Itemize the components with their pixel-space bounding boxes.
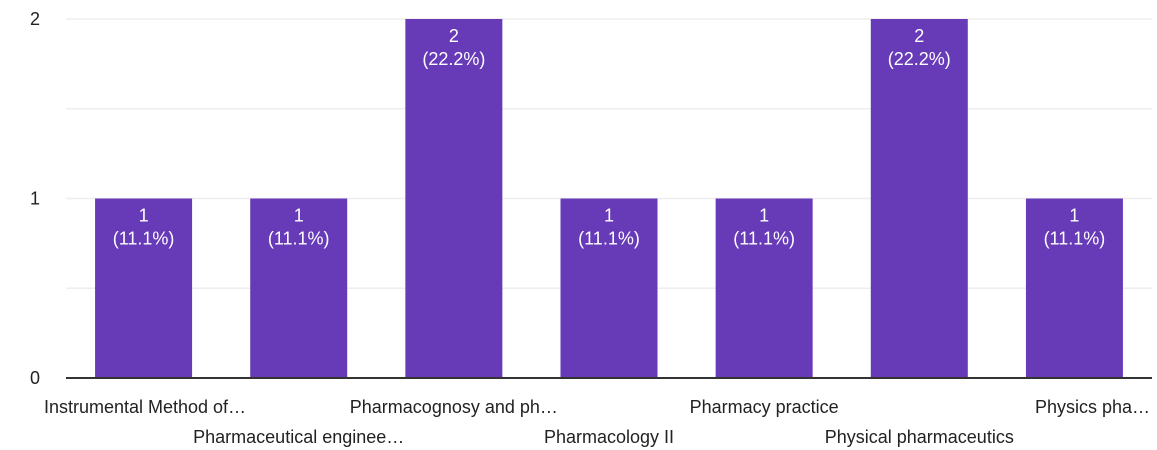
bar <box>560 198 658 378</box>
data-label: 1 <box>759 206 769 226</box>
x-tick-label: Physics pha… <box>1035 397 1150 417</box>
data-label: (22.2%) <box>422 49 485 69</box>
bar <box>405 19 503 378</box>
data-label: (11.1%) <box>733 229 795 249</box>
x-tick-label: Instrumental Method of… <box>44 397 246 417</box>
y-tick-label: 2 <box>30 9 40 29</box>
y-tick-label: 0 <box>30 368 40 388</box>
bar <box>250 198 348 378</box>
bars <box>95 19 1123 378</box>
data-label: 1 <box>604 206 614 226</box>
x-tick-label: Physical pharmaceutics <box>825 427 1014 447</box>
data-labels: 1 (11.1%) 1 (11.1%) 2 (22.2%) 1 (11.1%) 1 (11.1%)… <box>113 26 1106 249</box>
data-label: 1 <box>139 206 149 226</box>
data-label: (22.2%) <box>888 49 951 69</box>
x-tick-label: Pharmacognosy and ph… <box>350 397 558 417</box>
x-tick-label: Pharmacy practice <box>690 397 839 417</box>
x-axis-ticks: Instrumental Method of… Pharmaceutical en… <box>44 397 1150 447</box>
bar <box>1025 198 1123 378</box>
x-tick-label: Pharmacology II <box>544 427 674 447</box>
x-tick-label: Pharmaceutical enginee… <box>193 427 404 447</box>
data-label: (11.1%) <box>113 229 175 249</box>
y-axis-ticks: 0 1 2 <box>30 9 40 388</box>
data-label: (11.1%) <box>1044 229 1106 249</box>
data-label: 2 <box>449 26 459 46</box>
data-label: (11.1%) <box>268 229 330 249</box>
y-tick-label: 1 <box>30 189 40 209</box>
bar <box>715 198 813 378</box>
data-label: 1 <box>294 206 304 226</box>
data-label: (11.1%) <box>578 229 640 249</box>
bar <box>870 19 968 378</box>
data-label: 1 <box>1069 206 1079 226</box>
bar <box>95 198 193 378</box>
data-label: 2 <box>914 26 924 46</box>
